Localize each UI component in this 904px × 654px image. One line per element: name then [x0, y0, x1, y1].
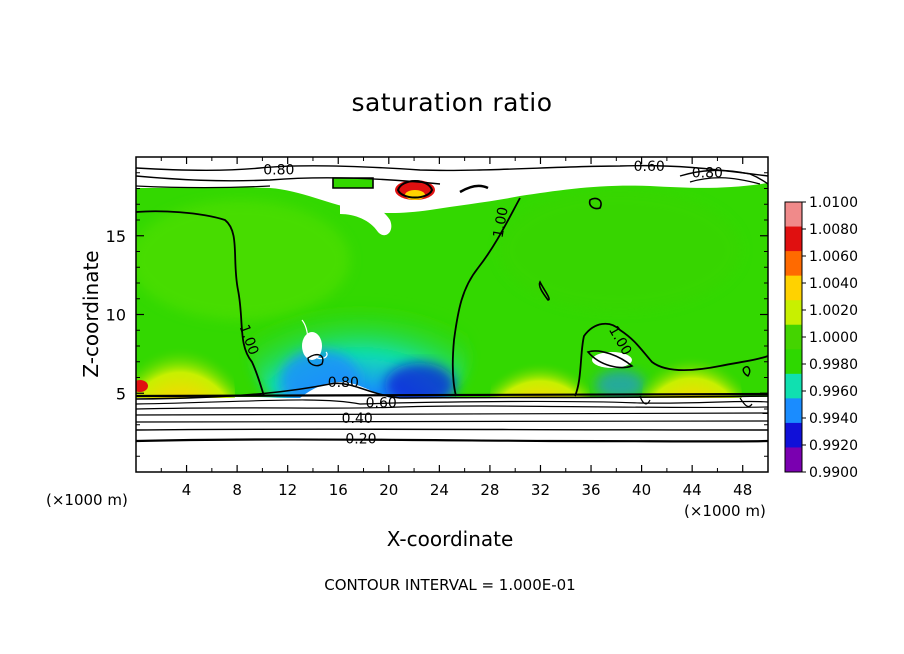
y-tick-label: 15 [106, 227, 126, 246]
x-axis-label: X-coordinate [386, 527, 514, 551]
x-tick-label: 24 [430, 481, 449, 499]
x-tick-label: 36 [581, 481, 600, 499]
x-tick-label: 44 [683, 481, 702, 499]
colorbar-label: 1.0020 [809, 303, 858, 319]
x-tick-label: 4 [182, 481, 192, 499]
colorbar-label: 0.9920 [809, 438, 858, 454]
contour-label: 0.60 [366, 395, 397, 411]
colorbar-label: 0.9960 [809, 384, 858, 400]
x-tick-label: 20 [379, 481, 398, 499]
colorbar-label: 1.0040 [809, 276, 858, 292]
colorbar-swatch [785, 373, 802, 399]
colorbar-swatch [785, 349, 802, 375]
x-tick-label: 28 [480, 481, 499, 499]
saturation-field [136, 157, 768, 472]
contour-label: 0.80 [692, 165, 723, 181]
colorbar-label: 1.0000 [809, 330, 858, 346]
contour-label: 0.20 [345, 432, 376, 448]
colorbar-label: 1.0060 [809, 249, 858, 265]
colorbar-swatch [785, 226, 802, 252]
colorbar-label: 0.9940 [809, 411, 858, 427]
colorbar-swatch [785, 300, 802, 326]
colorbar-label: 1.0080 [809, 222, 858, 238]
colorbar-swatch [785, 275, 802, 301]
colorbar-label: 1.0100 [809, 195, 858, 211]
y-tick-label: 5 [116, 384, 126, 403]
x-tick-label: 40 [632, 481, 651, 499]
colorbar-swatch [785, 398, 802, 424]
colorbar-swatch [785, 251, 802, 277]
x-unit-right: (×1000 m) [684, 502, 766, 520]
contour-label: 0.80 [328, 375, 359, 391]
contour-label: 0.40 [342, 411, 373, 427]
contour-label: 1.00 [491, 206, 512, 239]
x-tick-label: 12 [278, 481, 297, 499]
colorbar-swatch [785, 447, 802, 473]
x-tick-label: 8 [232, 481, 242, 499]
contour-label: 0.80 [263, 162, 294, 178]
y-tick-label: 10 [106, 306, 126, 325]
colorbar-swatch [785, 324, 802, 350]
chart-title: saturation ratio [351, 88, 553, 117]
x-unit-left: (×1000 m) [46, 491, 128, 509]
x-tick-label: 32 [531, 481, 550, 499]
x-tick-label: 48 [733, 481, 752, 499]
x-tick-label: 16 [329, 481, 348, 499]
colorbar-swatch [785, 422, 802, 448]
contour-interval-note: CONTOUR INTERVAL = 1.000E-01 [324, 576, 576, 594]
colorbar-swatch [785, 202, 802, 228]
colorbar-label: 0.9900 [809, 465, 858, 481]
colorbar-label: 0.9980 [809, 357, 858, 373]
contour-label: 0.60 [634, 159, 665, 175]
